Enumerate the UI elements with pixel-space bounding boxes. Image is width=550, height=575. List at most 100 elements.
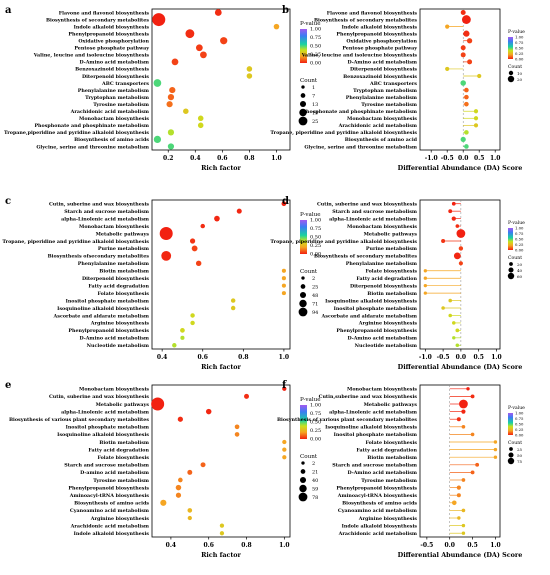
panel-letter: f — [282, 380, 287, 391]
color-legend-tick: 0.00 — [515, 57, 524, 62]
data-point — [448, 209, 453, 214]
category-label: Diterpenoid biosynthesis — [350, 67, 417, 73]
category-label: Inositol phosphate metabolism — [66, 298, 149, 304]
category-label: Biotin metabolism — [99, 269, 149, 275]
category-label: Phenylpropanoid biosynthesis — [68, 31, 149, 37]
x-tick-label: -1.0 — [425, 155, 438, 162]
data-point — [423, 276, 428, 280]
data-point — [423, 284, 428, 288]
data-point — [456, 485, 461, 490]
x-axis-label: Differential Abundance (DA) Score — [398, 551, 523, 559]
data-point — [461, 531, 466, 535]
data-point — [470, 432, 475, 437]
data-point — [185, 29, 195, 39]
size-legend-dot — [301, 461, 305, 465]
category-label: Biosynthesis ofsecondary metabolites — [48, 254, 150, 260]
size-legend-dot — [507, 457, 515, 465]
category-label: Phenylalanine metabolism — [78, 261, 149, 267]
data-point — [456, 229, 466, 238]
category-label: Biotin metabolism — [367, 455, 417, 461]
data-point — [195, 260, 202, 267]
x-tick-label: 1.0 — [490, 542, 500, 549]
data-point — [161, 250, 172, 261]
color-legend-tick: 0.25 — [310, 52, 321, 58]
color-legend-tick: 0.75 — [515, 40, 524, 45]
x-tick-label: 0.5 — [467, 542, 477, 549]
category-label: Flavone and flavonol biosynthesis — [59, 10, 150, 16]
category-label: Phenylalanine metabolism — [78, 88, 149, 94]
data-point — [445, 24, 450, 29]
category-label: Phenylpropanoid biosynthesis — [68, 328, 149, 334]
data-point — [473, 123, 479, 128]
category-label: Folate biosynthesis — [365, 269, 417, 275]
category-label: alpha-Linolenic acid metabolism — [61, 409, 149, 415]
data-point — [166, 101, 173, 108]
color-legend-tick: 0.00 — [310, 437, 321, 443]
color-legend-tick: 0.00 — [515, 433, 524, 438]
data-point — [475, 462, 480, 467]
category-label: D-Amino acid metabolism — [79, 336, 149, 342]
category-label: Cutin, suberine and wax biosynthesis — [317, 202, 417, 208]
x-tick-label: 0.0 — [458, 155, 468, 162]
category-label: Monobactam biosynthesis — [79, 224, 149, 230]
color-legend-tick: 0.75 — [310, 411, 321, 417]
data-point — [441, 238, 446, 243]
plot-frame — [419, 8, 501, 151]
size-legend-label: 40 — [312, 478, 318, 484]
category-label: Glycine, serine and threonine metabolism — [304, 144, 417, 150]
data-point — [466, 38, 473, 44]
data-point — [197, 122, 204, 129]
data-point — [282, 455, 287, 460]
size-legend-dot — [299, 476, 307, 484]
size-legend-dot — [298, 116, 308, 126]
category-label: Arachidonic acid metabolism — [70, 109, 149, 115]
x-tick-label: 1.0 — [490, 155, 500, 162]
data-point — [460, 45, 466, 51]
color-legend-bar — [508, 413, 513, 435]
data-point — [246, 73, 253, 79]
data-point — [441, 306, 445, 310]
category-label: Tryptophan metabolism — [85, 95, 149, 101]
category-label: Phenylpropanoid biosynthesis — [68, 485, 149, 491]
data-point — [236, 208, 242, 214]
x-tick-label: 0.8 — [241, 542, 251, 549]
data-point — [464, 87, 469, 93]
data-point — [459, 399, 468, 409]
data-point — [451, 216, 456, 221]
category-label: Arginine biosynthesis — [358, 321, 418, 327]
size-legend-title: Count — [508, 255, 522, 261]
category-label: Biosynthesis of various plant secondary … — [9, 417, 149, 423]
data-point — [183, 108, 189, 114]
x-axis-label: Rich factor — [201, 164, 241, 172]
color-legend-tick: 0.50 — [515, 422, 524, 427]
x-tick-label: 0.5 — [473, 354, 483, 361]
data-point — [197, 115, 204, 122]
data-point — [455, 328, 460, 333]
plot-frame — [419, 384, 501, 538]
data-point — [219, 523, 225, 528]
category-label: Phenylpropanoid biosynthesis — [336, 485, 417, 491]
category-label: Pentose phosphate pathway — [74, 46, 149, 52]
data-point — [282, 439, 287, 445]
category-label: Arachidonic acid metabolism — [338, 531, 417, 537]
category-label: Phenylalanine metabolism — [346, 261, 417, 267]
plot-frame — [419, 199, 501, 350]
category-label: Biosynthesis of secondary metabolites — [314, 17, 417, 23]
category-label: Inositol phosphate metabolism — [334, 432, 417, 438]
panel-f: f -0.5 0.0 0.5 1.0 Differential Abundance (DA… — [277, 380, 525, 559]
category-label: Tryptophan metabolism — [353, 88, 417, 94]
data-point — [445, 66, 450, 72]
size-legend-label: 1 — [312, 85, 315, 91]
data-point — [214, 9, 222, 16]
size-legend-label: 75 — [517, 459, 523, 464]
color-legend-tick: 0.25 — [310, 428, 321, 434]
data-point — [234, 432, 240, 437]
category-label: Purine metabolism — [366, 246, 417, 252]
category-label: Biosynthesis of amino acids — [74, 137, 149, 143]
category-label: Indole alkaloid biosynthesis — [74, 24, 150, 30]
category-label: D-Amino acid metabolism — [347, 470, 417, 476]
data-point — [464, 94, 469, 100]
panel-letter: a — [5, 5, 12, 16]
data-point — [452, 336, 456, 340]
category-label: Tropane, piperidine and pyridine alkaloi… — [2, 239, 149, 245]
